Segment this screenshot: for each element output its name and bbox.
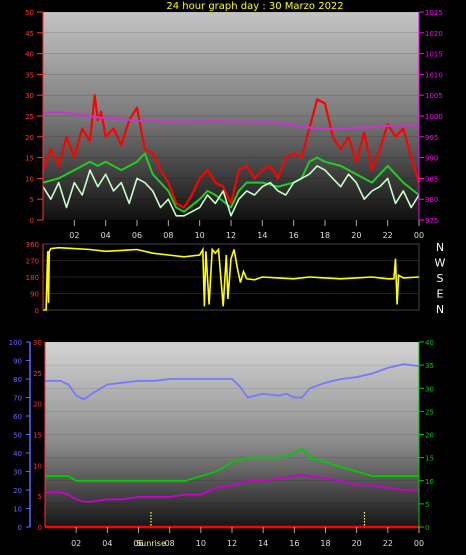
direction-axis-tick-label: 180 [26, 274, 39, 282]
hour-label: 04 [101, 231, 111, 240]
hour-label: 08 [163, 231, 173, 240]
wind-axis-tick-label: 45 [25, 30, 34, 38]
hour-label: 12 [227, 539, 237, 548]
humidity-line [45, 363, 420, 401]
hour-label: 14 [257, 231, 267, 240]
hour-label: 20 [352, 539, 362, 548]
temperature-axis-tick-label: 15 [425, 455, 434, 463]
compass-label: N [436, 241, 444, 254]
wind-axis-tick-label: 0 [30, 217, 34, 225]
temperature-axis-tick-label: 20 [425, 432, 434, 440]
temperature-axis-tick-label: 35 [425, 362, 434, 370]
temp-humidity-plot-area [45, 342, 419, 527]
pressure-axis-tick-label: 1000 [425, 113, 443, 121]
pressure-axis-tick-label: 975 [425, 217, 438, 225]
wind-axis-tick-label: 40 [25, 51, 34, 59]
pressure-axis-tick-label: 1015 [425, 51, 443, 59]
hour-label: 00 [414, 231, 424, 240]
rain-axis-tick-label: 10 [33, 462, 42, 470]
pressure-axis-tick-label: 990 [425, 155, 438, 163]
wind-axis-tick-label: 35 [25, 71, 34, 79]
direction-axis-tick-label: 360 [26, 241, 39, 249]
hour-label: 22 [383, 231, 393, 240]
hour-label: 10 [195, 231, 205, 240]
hour-label: 06 [133, 539, 143, 548]
pressure-axis-tick-label: 1020 [425, 30, 443, 38]
temperature-axis-tick-label: 10 [425, 478, 434, 486]
hour-label: 16 [289, 231, 299, 240]
rain-axis-tick-label: 15 [33, 432, 42, 440]
hour-label: 06 [132, 231, 142, 240]
humidity-axis-tick-label: 80 [13, 376, 22, 384]
wind_avg-line [42, 152, 420, 213]
direction-axis-tick-label: 0 [35, 307, 39, 315]
hour-label: 08 [165, 539, 175, 548]
compass-label: E [437, 288, 444, 301]
direction-axis-tick-label: 90 [30, 291, 39, 299]
temperature-line [45, 447, 419, 482]
wind-axis-tick-label: 30 [25, 92, 34, 100]
compass-label: S [437, 272, 444, 285]
pressure-axis-tick-label: 995 [425, 134, 438, 142]
wind-axis-tick-label: 5 [30, 196, 34, 204]
temperature-axis-tick-label: 25 [425, 408, 434, 416]
sunrise-label: Sunrise [136, 539, 166, 548]
hour-label: 02 [71, 539, 81, 548]
pressure-axis-tick-label: 1010 [425, 71, 443, 79]
wind-axis-tick-label: 50 [25, 9, 34, 17]
hour-label: 18 [320, 539, 330, 548]
chart-title: 24 hour graph day : 30 Marzo 2022 [166, 1, 343, 12]
temperature-axis-tick-label: 30 [425, 385, 434, 393]
hour-label: 14 [258, 539, 268, 548]
rain-axis-tick-label: 30 [33, 339, 42, 347]
hour-label: 20 [351, 231, 361, 240]
hour-label: 00 [414, 539, 424, 548]
hour-label: 10 [196, 539, 206, 548]
wind-pressure-plot-area [43, 12, 419, 220]
humidity-axis-tick-label: 40 [13, 450, 22, 458]
compass-label: N [436, 303, 444, 316]
humidity-axis-tick-label: 0 [18, 524, 22, 532]
direction-line [43, 246, 420, 311]
humidity-axis-tick-label: 50 [13, 432, 22, 440]
hour-label: 04 [102, 539, 112, 548]
hour-label: 18 [320, 231, 330, 240]
wind-axis-tick-label: 20 [25, 134, 34, 142]
humidity-axis-tick-label: 100 [9, 339, 22, 347]
wind-axis-tick-label: 15 [25, 155, 34, 163]
direction-axis-tick-label: 270 [26, 258, 39, 266]
pressure-axis-tick-label: 980 [425, 196, 438, 204]
rain-axis-tick-label: 25 [33, 370, 42, 378]
hour-label: 02 [69, 231, 79, 240]
hour-label: 16 [289, 539, 299, 548]
humidity-axis-tick-label: 10 [13, 506, 22, 514]
temperature-axis-tick-label: 40 [425, 339, 434, 347]
pressure-axis-tick-label: 1005 [425, 92, 443, 100]
compass-label: W [435, 257, 446, 270]
wind-axis-tick-label: 10 [25, 175, 34, 183]
rain-axis-tick-label: 20 [33, 401, 42, 409]
humidity-axis-tick-label: 30 [13, 469, 22, 477]
temp-humidity-panel: 0 10 20 30 40 50 60 70 80 90 100 0 5 10 15 20 25 30 0 5 10… [9, 339, 434, 548]
wind-axis-tick-label: 25 [25, 113, 34, 121]
pressure-line [42, 111, 419, 130]
temperature-axis-tick-label: 0 [425, 524, 429, 532]
humidity-axis-tick-label: 70 [13, 395, 22, 403]
rain-axis-tick-label: 0 [38, 524, 42, 532]
hour-label: 22 [383, 539, 393, 548]
hour-label: 12 [226, 231, 236, 240]
pressure-axis-tick-label: 985 [425, 175, 438, 183]
humidity-axis-tick-label: 20 [13, 487, 22, 495]
dewpoint-line [45, 473, 419, 503]
humidity-axis-tick-label: 60 [13, 413, 22, 421]
temperature-axis-tick-label: 5 [425, 501, 429, 509]
pressure-axis-tick-label: 1025 [425, 9, 443, 17]
rain-axis-tick-label: 5 [38, 493, 42, 501]
humidity-axis-tick-label: 90 [13, 358, 22, 366]
wind-line [42, 165, 420, 217]
